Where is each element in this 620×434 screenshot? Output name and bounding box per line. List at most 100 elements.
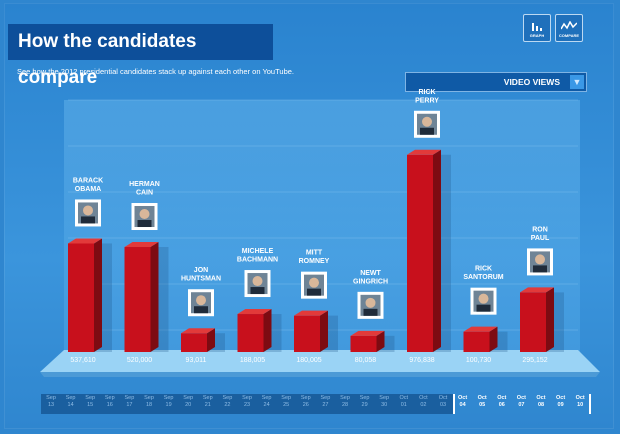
value-label: 520,000 <box>127 357 152 364</box>
bar-graph-icon <box>532 23 542 31</box>
bar-side <box>150 242 159 352</box>
bar-top <box>237 309 272 315</box>
bar-top <box>350 330 385 336</box>
metric-select[interactable]: VIDEO VIEWS ▼ <box>405 72 587 92</box>
candidate-face <box>83 205 93 216</box>
timeline-tick[interactable]: Oct 03 <box>438 395 448 408</box>
graph-view-button[interactable]: GRAPH <box>523 14 551 42</box>
timeline-tick[interactable]: Sep 21 <box>202 395 213 408</box>
bar-side <box>376 330 385 352</box>
bar-5 <box>294 315 320 352</box>
candidate-name: MICHELE <box>242 248 274 255</box>
page-subtitle: See how the 2012 presidential candidates… <box>17 67 295 76</box>
bar-4 <box>237 314 264 352</box>
timeline-tick[interactable]: Sep 30 <box>379 395 390 408</box>
timeline-tick[interactable]: Oct 07 <box>516 395 526 408</box>
bar-side <box>263 309 272 352</box>
range-start-handle[interactable] <box>452 394 455 414</box>
timeline-tick[interactable]: Sep 29 <box>359 395 370 408</box>
timeline-tick[interactable]: Oct 02 <box>419 395 428 408</box>
candidate-name: MITT <box>306 250 323 257</box>
bar-side <box>433 149 441 352</box>
chart-floor <box>40 350 600 372</box>
view-toggle: GRAPH COMPARE <box>523 14 583 42</box>
candidate-name: RICK <box>418 89 435 96</box>
timeline-tick[interactable]: Sep 16 <box>104 395 115 408</box>
bar-top <box>68 238 102 244</box>
candidate-face <box>196 295 206 306</box>
candidate-face <box>365 297 376 308</box>
value-label: 180,005 <box>296 357 321 364</box>
timeline-tick[interactable]: Sep 28 <box>340 395 350 408</box>
candidate-name: HUNTSMAN <box>181 276 221 283</box>
line-compare-icon <box>561 21 577 30</box>
bar-side <box>546 287 554 352</box>
bar-6 <box>350 335 377 352</box>
candidate-suit <box>363 308 378 316</box>
timeline-tick[interactable]: Sep 23 <box>242 395 252 408</box>
page-title: How the candidates compare <box>8 24 273 88</box>
bar-3 <box>181 333 207 352</box>
timeline-tick[interactable]: Oct 04 <box>458 395 468 408</box>
value-label: 188,005 <box>240 357 265 364</box>
bar-side <box>94 238 102 352</box>
value-label: 80,058 <box>355 357 377 364</box>
value-label: 93,011 <box>186 357 207 364</box>
candidate-name: NEWT <box>360 270 381 277</box>
timeline-tick[interactable]: Oct 08 <box>536 395 546 408</box>
timeline-tick[interactable]: Sep 20 <box>183 395 194 408</box>
bar-side <box>320 310 328 352</box>
candidate-name: JON <box>194 267 208 274</box>
timeline-tick[interactable]: Sep 13 <box>46 395 56 408</box>
timeline-tick[interactable]: Oct 05 <box>477 395 487 408</box>
timeline-tick[interactable]: Sep 25 <box>281 395 292 408</box>
candidate-suit <box>307 288 321 296</box>
candidate-face <box>252 276 263 287</box>
compare-view-label: COMPARE <box>558 33 580 38</box>
value-label: 976,838 <box>409 357 434 364</box>
range-end-handle[interactable] <box>589 394 592 414</box>
candidate-face <box>309 277 319 288</box>
timeline-tick[interactable]: Oct 09 <box>556 395 566 408</box>
timeline-tick[interactable]: Sep 19 <box>163 395 174 408</box>
bar-top <box>463 326 498 332</box>
timeline-tick[interactable]: Oct 06 <box>497 395 507 408</box>
metric-select-value: VIDEO VIEWS <box>503 77 560 87</box>
candidate-face <box>139 209 150 220</box>
candidate-name: OBAMA <box>75 186 101 193</box>
bar-8 <box>463 331 490 352</box>
chevron-down-icon[interactable]: ▼ <box>570 75 584 89</box>
candidate-suit <box>137 220 152 228</box>
candidate-name: PERRY <box>415 97 439 104</box>
timeline-tick[interactable]: Sep 15 <box>85 395 96 408</box>
candidate-suit <box>533 265 547 273</box>
candidate-suit <box>420 127 434 135</box>
timeline-tick[interactable]: Sep 14 <box>65 395 76 408</box>
candidate-face <box>535 254 545 265</box>
value-label: 537,610 <box>70 357 95 364</box>
bar-9 <box>520 292 546 352</box>
timeline-tick[interactable]: Sep 18 <box>144 395 154 408</box>
bar-side <box>489 326 498 352</box>
candidate-name: HERMAN <box>129 181 160 188</box>
candidate-name: RON <box>532 226 548 233</box>
timeline-tick[interactable]: Sep 22 <box>222 395 233 408</box>
candidate-suit <box>194 306 208 314</box>
candidate-name: GINGRICH <box>353 278 388 285</box>
graph-view-label: GRAPH <box>529 33 545 38</box>
timeline-tick[interactable]: Sep 26 <box>300 395 311 408</box>
candidate-name: RICK <box>475 266 492 273</box>
bar-top <box>407 149 441 155</box>
compare-view-button[interactable]: COMPARE <box>555 14 583 42</box>
timeline-tick[interactable]: Sep 17 <box>124 395 135 408</box>
timeline-tick[interactable]: Oct 10 <box>575 395 585 408</box>
bar-top <box>124 242 159 248</box>
timeline-tick[interactable]: Oct 01 <box>399 395 409 408</box>
timeline-tick[interactable]: Sep 27 <box>320 395 331 408</box>
timeline-slider[interactable]: Sep 13 Sep 14 Sep 15 Sep 16 Sep 17 Sep 18 Sep 19 Sep 20… <box>41 394 592 414</box>
bar-7 <box>407 154 433 352</box>
bar-side <box>207 328 215 352</box>
candidate-name: PAUL <box>531 235 550 242</box>
candidate-face <box>478 293 489 304</box>
timeline-tick[interactable]: Sep 24 <box>261 395 272 408</box>
